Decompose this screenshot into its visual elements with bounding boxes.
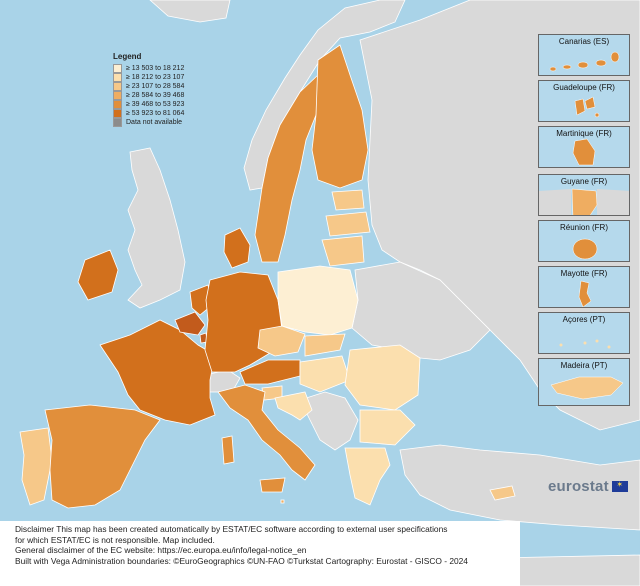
cyprus bbox=[489, 485, 516, 501]
inset-title: Madeira (PT) bbox=[560, 361, 608, 370]
legend-item-label: Data not available bbox=[126, 119, 183, 126]
inset-canarias: Canarias (ES) bbox=[538, 34, 630, 76]
finland bbox=[311, 44, 369, 189]
inset-guadeloupe: Guadeloupe (FR) bbox=[538, 80, 630, 122]
disclaimer-line: Built with Vega Administration boundarie… bbox=[15, 555, 468, 566]
inset-title: Mayotte (FR) bbox=[560, 269, 608, 278]
malta bbox=[280, 499, 285, 504]
inset-title: Açores (PT) bbox=[562, 315, 606, 324]
france bbox=[99, 319, 216, 426]
inset-title: Guadeloupe (FR) bbox=[553, 83, 615, 92]
eurostat-logo: eurostat ✶ bbox=[548, 478, 628, 495]
inset-martinique: Martinique (FR) bbox=[538, 126, 630, 168]
estonia bbox=[331, 189, 365, 211]
legend-item: ≥ 28 584 to 39 468 bbox=[113, 91, 199, 100]
poland bbox=[277, 265, 359, 336]
legend-item-label: ≥ 53 923 to 81 064 bbox=[126, 110, 185, 117]
inset-madeira: Madeira (PT) bbox=[538, 358, 630, 406]
disclaimer-line: for which ESTAT/EC is not responsible. M… bbox=[15, 534, 215, 545]
eurostat-wordmark: eurostat bbox=[548, 478, 609, 495]
sweden bbox=[254, 74, 319, 263]
legend-item-label: ≥ 28 584 to 39 468 bbox=[126, 92, 185, 99]
romania bbox=[344, 344, 421, 411]
inset-title: Guyane (FR) bbox=[560, 177, 608, 186]
legend-item: ≥ 53 923 to 81 064 bbox=[113, 109, 199, 118]
inset-mayotte: Mayotte (FR) bbox=[538, 266, 630, 308]
belgium bbox=[174, 311, 206, 336]
legend-item: ≥ 23 107 to 28 584 bbox=[113, 82, 199, 91]
legend: Legend ≥ 13 503 to 18 212 ≥ 18 212 to 23… bbox=[113, 52, 199, 127]
balkans-nonEU bbox=[299, 391, 359, 451]
italy bbox=[217, 384, 316, 481]
denmark bbox=[223, 227, 251, 269]
spain bbox=[44, 404, 161, 509]
croatia bbox=[274, 391, 313, 421]
inset-title: Réunion (FR) bbox=[559, 223, 608, 232]
inset-title: Canarias (ES) bbox=[558, 37, 610, 46]
greece bbox=[344, 447, 391, 506]
disclaimer-line: Disclaimer This map has been created aut… bbox=[15, 524, 448, 534]
legend-item-label: ≥ 39 468 to 53 923 bbox=[126, 101, 185, 108]
inset-reunion: Réunion (FR) bbox=[538, 220, 630, 262]
lithuania bbox=[321, 235, 365, 267]
disclaimer: Disclaimer This map has been created aut… bbox=[0, 521, 520, 586]
legend-item: ≥ 13 503 to 18 212 bbox=[113, 64, 199, 73]
bulgaria bbox=[359, 409, 416, 446]
legend-item-label: ≥ 23 107 to 28 584 bbox=[126, 83, 185, 90]
latvia bbox=[325, 211, 371, 237]
legend-item-label: ≥ 18 212 to 23 107 bbox=[126, 74, 185, 81]
slovakia bbox=[304, 333, 346, 357]
czechia bbox=[257, 325, 306, 357]
sardinia bbox=[221, 435, 235, 465]
sicily bbox=[259, 477, 286, 493]
legend-item-label: ≥ 13 503 to 18 212 bbox=[126, 65, 185, 72]
inset-title: Martinique (FR) bbox=[556, 129, 612, 138]
disclaimer-line: General disclaimer of the EC website: ht… bbox=[15, 545, 307, 555]
hungary bbox=[299, 355, 351, 393]
greenland-iceland-land bbox=[149, 0, 231, 23]
inset-acores: Açores (PT) bbox=[538, 312, 630, 354]
uk bbox=[127, 147, 186, 309]
legend-item: ≥ 18 212 to 23 107 bbox=[113, 73, 199, 82]
legend-title: Legend bbox=[113, 52, 142, 61]
legend-item: ≥ 39 468 to 53 923 bbox=[113, 100, 199, 109]
legend-item: Data not available bbox=[113, 118, 199, 127]
ireland bbox=[77, 249, 119, 301]
turkey bbox=[399, 444, 640, 531]
inset-guyane: Guyane (FR) bbox=[538, 174, 630, 216]
portugal bbox=[19, 427, 53, 506]
eu-flag-icon: ✶ bbox=[611, 480, 628, 492]
